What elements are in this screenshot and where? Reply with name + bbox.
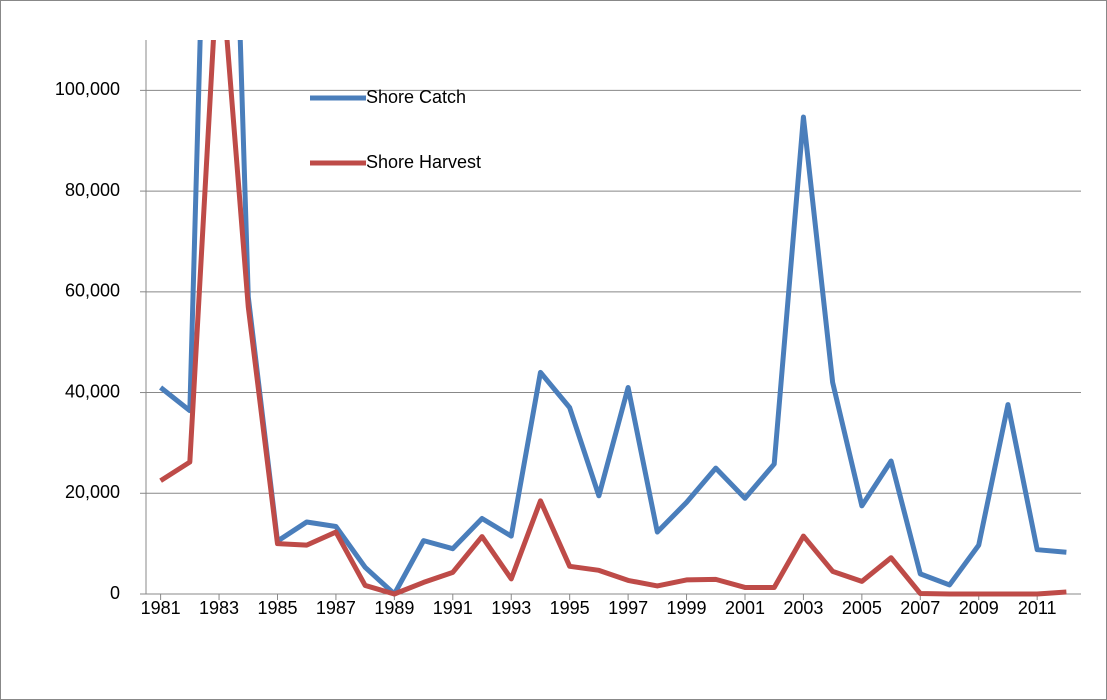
y-tick-label: 100,000 <box>55 79 120 99</box>
x-tick-label: 1989 <box>374 598 414 618</box>
x-tick-label: 1991 <box>433 598 473 618</box>
x-tick-label: 1995 <box>550 598 590 618</box>
x-tick-label: 1993 <box>491 598 531 618</box>
x-tick-label: 2001 <box>725 598 765 618</box>
x-tick-label: 1981 <box>141 598 181 618</box>
x-tick-label: 1987 <box>316 598 356 618</box>
data-line <box>159 40 1067 597</box>
legend-label: Shore Harvest <box>366 152 481 172</box>
x-tick-label: 2003 <box>783 598 823 618</box>
legend-label: Shore Catch <box>366 87 466 107</box>
y-tick-label: 20,000 <box>65 482 120 502</box>
y-tick-label: 60,000 <box>65 281 120 301</box>
x-tick-label: 1983 <box>199 598 239 618</box>
x-tick-label: 1985 <box>257 598 297 618</box>
x-tick-label: 2005 <box>842 598 882 618</box>
x-tick-label: 2009 <box>959 598 999 618</box>
x-tick-label: 2011 <box>1018 598 1057 618</box>
x-tick-label: 1997 <box>608 598 648 618</box>
x-tick-label: 2007 <box>900 598 940 618</box>
y-tick-label: 40,000 <box>65 381 120 401</box>
y-tick-label: 0 <box>110 583 120 603</box>
data-line <box>159 40 1067 597</box>
x-tick-label: 1999 <box>667 598 707 618</box>
y-tick-label: 80,000 <box>65 180 120 200</box>
